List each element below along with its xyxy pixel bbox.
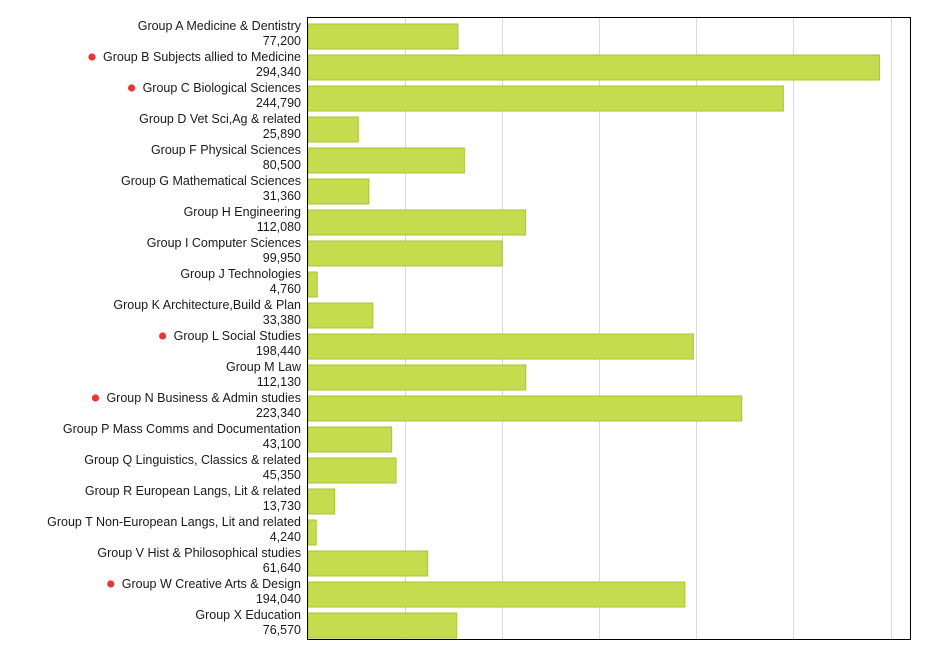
- category-label: Group G Mathematical Sciences: [121, 174, 301, 188]
- category-label: Group L Social Studies: [174, 329, 301, 343]
- value-label: 223,340: [256, 406, 301, 420]
- category-label: Group I Computer Sciences: [147, 236, 301, 250]
- plot-frame: [307, 17, 911, 640]
- highlight-dot: [107, 580, 115, 588]
- value-label: 99,950: [263, 251, 301, 265]
- value-label: 112,080: [257, 220, 301, 234]
- category-label: Group P Mass Comms and Documentation: [63, 422, 301, 436]
- value-label: 244,790: [256, 96, 301, 110]
- category-label: Group H Engineering: [184, 205, 301, 219]
- category-label: Group R European Langs, Lit & related: [85, 484, 301, 498]
- bar: [307, 395, 743, 422]
- bar: [307, 116, 359, 143]
- bar: [307, 333, 694, 360]
- category-label: Group B Subjects allied to Medicine: [103, 50, 301, 64]
- highlight-dot: [88, 53, 96, 61]
- value-label: 77,200: [263, 34, 301, 48]
- value-label: 4,240: [270, 530, 301, 544]
- value-label: 43,100: [263, 437, 301, 451]
- highlight-markers: [88, 53, 167, 588]
- category-label: Group F Physical Sciences: [151, 143, 301, 157]
- value-label: 61,640: [263, 561, 301, 575]
- bar: [307, 147, 465, 174]
- category-label: Group Q Linguistics, Classics & related: [84, 453, 301, 467]
- value-label: 13,730: [263, 499, 301, 513]
- bar: [307, 23, 459, 50]
- value-label: 31,360: [263, 189, 301, 203]
- value-label: 76,570: [263, 623, 301, 637]
- category-label: Group N Business & Admin studies: [106, 391, 301, 405]
- category-label: Group D Vet Sci,Ag & related: [139, 112, 301, 126]
- value-label: 80,500: [263, 158, 301, 172]
- bar: [307, 488, 336, 515]
- category-label: Group V Hist & Philosophical studies: [97, 546, 301, 560]
- bar: [307, 581, 686, 608]
- bar: [307, 271, 318, 298]
- value-label: 294,340: [256, 65, 301, 79]
- value-label: 198,440: [256, 344, 301, 358]
- value-label: 33,380: [263, 313, 301, 327]
- bar: [307, 519, 317, 546]
- category-label: Group T Non-European Langs, Lit and rela…: [47, 515, 301, 529]
- value-label: 25,890: [263, 127, 301, 141]
- category-label: Group X Education: [195, 608, 301, 622]
- value-label: 194,040: [256, 592, 301, 606]
- category-label: Group M Law: [226, 360, 302, 374]
- bar: [307, 550, 429, 577]
- bar: [307, 612, 458, 639]
- value-label: 45,350: [263, 468, 301, 482]
- bar: [307, 178, 370, 205]
- bar: [307, 85, 784, 112]
- bar: [307, 54, 881, 81]
- bar: [307, 364, 527, 391]
- category-label: Group K Architecture,Build & Plan: [113, 298, 301, 312]
- value-label: 4,760: [270, 282, 301, 296]
- category-label: Group C Biological Sciences: [143, 81, 301, 95]
- value-label: 112,130: [257, 375, 301, 389]
- category-label: Group A Medicine & Dentistry: [138, 19, 302, 33]
- highlight-dot: [91, 394, 100, 402]
- bars: [307, 23, 881, 639]
- grid-lines: [405, 18, 892, 639]
- category-label: Group J Technologies: [180, 267, 301, 281]
- bar: [307, 426, 393, 453]
- bar: [307, 302, 374, 329]
- bar: [307, 240, 503, 267]
- bar: [307, 209, 527, 236]
- highlight-dot: [159, 332, 167, 340]
- category-label: Group W Creative Arts & Design: [122, 577, 301, 591]
- highlight-dot: [127, 84, 136, 92]
- bar: [307, 457, 397, 484]
